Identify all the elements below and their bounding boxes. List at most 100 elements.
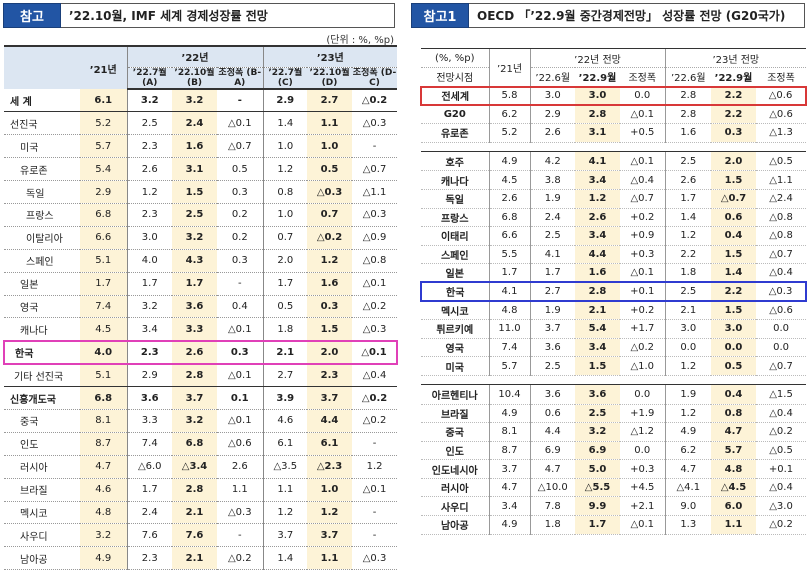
row-label: 신흥개도국 [4, 386, 80, 410]
cell-value: △1.1 [352, 180, 398, 204]
cell-value: 4.8 [488, 301, 530, 321]
cell-value: 5.4 [575, 319, 620, 339]
table-row: 전세계 5.8 3.0 3.0 0.0 2.8 2.2 △0.6 [420, 85, 808, 107]
row-label: 유로존 [4, 157, 80, 182]
row-label: 인도네시아 [421, 459, 489, 479]
cell-value: 1.8 [262, 317, 308, 342]
cell-value: 2.9 [529, 105, 575, 125]
row-label: 인도 [421, 441, 489, 461]
cell-value: 1.2 [307, 501, 353, 525]
cell-value: 5.2 [80, 111, 127, 136]
cell-value: 2.7 [307, 89, 353, 113]
row-label: 캐나다 [421, 170, 489, 190]
header-adj-22: 조정폭 [620, 67, 666, 87]
header-b: ’22.10월 (B) [172, 66, 217, 90]
cell-value: 11.0 [488, 319, 530, 339]
row-label: 러시아 [421, 478, 489, 498]
cell-value: 0.7 [262, 226, 308, 250]
cell-value: 2.7 [262, 363, 308, 388]
table-row: 미국 5.7 2.5 1.5 △1.0 1.2 0.5 △0.7 [421, 356, 807, 376]
cell-value: - [352, 523, 398, 548]
cell-value: 6.1 [80, 89, 127, 113]
cell-value: 1.6 [664, 123, 712, 143]
cell-value: 2.8 [664, 85, 712, 107]
row-label: 미국 [4, 134, 80, 159]
cell-value: 4.9 [488, 515, 530, 535]
cell-value: 4.2 [529, 152, 575, 172]
cell-value: 4.1 [575, 152, 620, 172]
cell-value: 5.7 [80, 134, 127, 159]
table-row: G20 6.2 2.9 2.8 △0.1 2.8 2.2 △0.6 [421, 105, 807, 125]
cell-value: 4.7 [664, 459, 712, 479]
cell-value: △0.6 [756, 105, 807, 125]
cell-value: 1.9 [664, 385, 712, 405]
cell-value: 5.0 [575, 459, 620, 479]
table-row: 중국 8.1 4.4 3.2 △1.2 4.9 4.7 △0.2 [421, 422, 807, 442]
cell-value: △3.0 [756, 496, 807, 517]
cell-value: 2.4 [529, 208, 575, 228]
cell-value: △3.4 [172, 455, 217, 479]
right-badge: 참고1 [411, 3, 469, 28]
cell-value: △2.4 [756, 189, 807, 209]
header-2021: ’21년 [80, 45, 127, 89]
cell-value: △0.1 [620, 152, 666, 172]
cell-value: 5.1 [80, 249, 127, 273]
cell-value: 0.0 [664, 338, 712, 358]
table-row: 유로존 5.2 2.6 3.1 +0.5 1.6 0.3 △1.3 [421, 123, 807, 143]
cell-value: 2.6 [664, 170, 712, 190]
cell-value: △10.0 [529, 478, 575, 498]
cell-value: 2.8 [575, 281, 620, 303]
cell-value: △0.7 [756, 356, 807, 376]
table-row: 인도 8.7 7.4 6.8 △0.6 6.1 6.1- [4, 432, 398, 456]
row-label: 선진국 [4, 111, 80, 136]
cell-value: 2.8 [172, 478, 217, 502]
cell-value: 3.7 [529, 319, 575, 339]
cell-value: 3.8 [529, 170, 575, 190]
cell-value: 1.7 [80, 272, 127, 296]
cell-value: 0.4 [711, 226, 757, 246]
cell-value: △0.2 [307, 226, 353, 250]
cell-value: 1.7 [488, 263, 530, 283]
row-label: 독일 [421, 189, 489, 209]
header-adj-23: 조정폭 [756, 67, 807, 87]
cell-value: 8.7 [80, 432, 127, 456]
cell-value: 7.4 [126, 432, 172, 456]
row-label: 유로존 [421, 123, 489, 143]
cell-value: 1.5 [711, 245, 757, 265]
cell-value: 2.0 [307, 339, 353, 365]
cell-value: 1.7 [172, 272, 217, 296]
cell-value: 0.0 [756, 319, 807, 339]
row-label: 전세계 [420, 85, 489, 107]
cell-value: △0.2 [352, 409, 398, 433]
cell-value: △1.0 [620, 356, 666, 376]
cell-value: △0.6 [217, 432, 264, 456]
row-label: 한국 [420, 281, 489, 303]
table-row: 멕시코 4.8 2.4 2.1 △0.3 1.2 1.2- [4, 501, 398, 525]
cell-value: △0.1 [217, 317, 264, 342]
cell-value: △0.1 [217, 363, 264, 388]
cell-value: 0.5 [307, 157, 353, 182]
cell-value: 3.2 [575, 422, 620, 442]
cell-value: 4.1 [529, 245, 575, 265]
cell-value: 6.9 [529, 441, 575, 461]
cell-value: 3.6 [575, 385, 620, 405]
row-label: 프랑스 [421, 208, 489, 228]
header-d: ’22.10월 (D) [307, 66, 353, 90]
group-separator [421, 142, 807, 152]
cell-value: 6.2 [664, 441, 712, 461]
cell-value: △0.3 [352, 203, 398, 227]
cell-value: 2.0 [262, 249, 308, 273]
table-row: 유로존 5.4 2.6 3.1 0.5 1.2 0.5 △0.7 [4, 157, 398, 182]
table-row: 러시아 4.7 △10.0 △5.5 +4.5 △4.1 △4.5 △0.4 [421, 478, 807, 498]
cell-value: 7.8 [529, 496, 575, 517]
cell-value: 4.9 [488, 152, 530, 172]
cell-value: 3.4 [126, 317, 172, 342]
table-row: 중국 8.1 3.3 3.2 △0.1 4.6 4.4 △0.2 [4, 409, 398, 433]
cell-value: 2.1 [172, 546, 217, 570]
cell-value: 0.4 [711, 385, 757, 405]
cell-value: 3.4 [575, 338, 620, 358]
table-row: 스페인 5.5 4.1 4.4 +0.3 2.2 1.5 △0.7 [421, 245, 807, 265]
cell-value: 1.3 [664, 515, 712, 535]
table-row: 미국 5.7 2.3 1.6 △0.7 1.0 1.0- [4, 134, 398, 159]
cell-value: 2.3 [126, 339, 172, 365]
